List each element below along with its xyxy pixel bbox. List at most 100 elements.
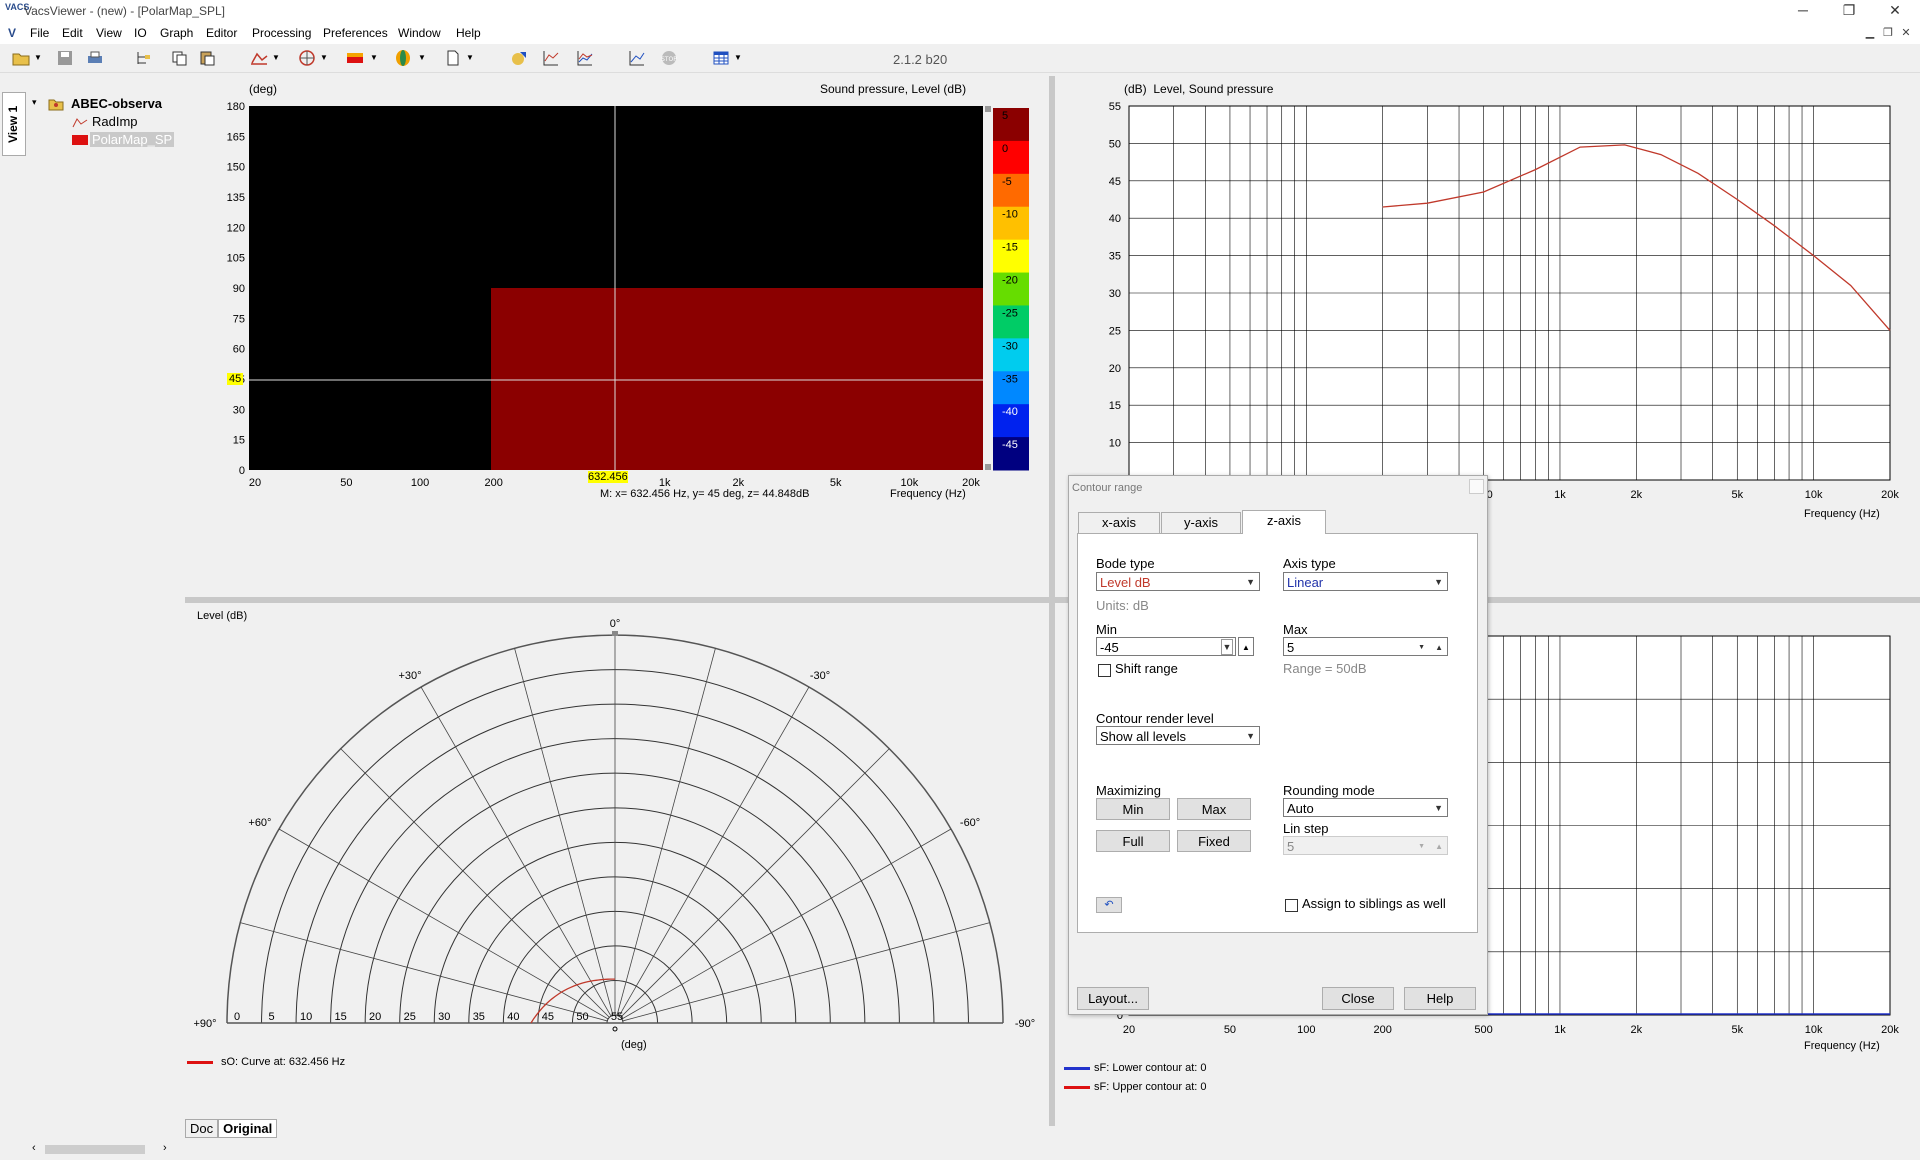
chart-xlabel: Frequency (Hz) (1804, 508, 1880, 520)
close-window-button[interactable]: ✕ (1889, 2, 1901, 18)
layout-button[interactable]: Layout... (1077, 987, 1149, 1010)
rounding-mode-select[interactable]: Auto ▼ (1283, 798, 1448, 817)
collapse-icon[interactable]: ▾ (32, 97, 37, 107)
graph-icon[interactable] (576, 49, 594, 67)
render-level-select[interactable]: Show all levels ▼ (1096, 726, 1260, 745)
tree-item-radimp[interactable]: RadImp (92, 114, 138, 129)
shift-range-checkbox[interactable] (1098, 664, 1111, 677)
lower-chart-xlabel: Frequency (Hz) (1804, 1040, 1880, 1052)
axis-type-select[interactable]: Linear ▼ (1283, 572, 1448, 591)
min-input[interactable]: -45 ▼ (1096, 637, 1236, 656)
mdi-restore-icon[interactable]: ❐ (1883, 27, 1893, 39)
min-stepper-up-icon[interactable]: ▲ (1238, 637, 1254, 656)
tab-z-axis[interactable]: z-axis (1242, 510, 1326, 534)
dialog-close-icon[interactable] (1469, 479, 1484, 494)
open-folder-icon[interactable] (12, 49, 30, 67)
paste-icon[interactable] (198, 49, 216, 67)
processing-icon[interactable] (510, 49, 528, 67)
assign-siblings-checkbox[interactable] (1285, 899, 1298, 912)
level-chart-svg[interactable]: 555045403530252015105001k2k5k10k20k (1064, 80, 1920, 530)
dropdown-icon[interactable]: ▼ (320, 53, 328, 62)
view-tab[interactable]: View 1 (2, 92, 26, 156)
dropdown-icon[interactable]: ▼ (466, 53, 474, 62)
max-input[interactable]: 5 ▼ ▲ (1283, 637, 1448, 656)
scroll-thumb[interactable] (45, 1145, 145, 1154)
vertical-splitter[interactable] (1049, 76, 1055, 1126)
colorbar-label: -45 (1002, 439, 1018, 451)
plot-corner-handle[interactable] (985, 464, 991, 470)
menu-edit[interactable]: Edit (62, 26, 83, 40)
menu-editor[interactable]: Editor (206, 26, 238, 40)
scroll-right-icon[interactable]: › (163, 1142, 167, 1154)
yscale-icon[interactable] (542, 49, 560, 67)
mdi-minimize-icon[interactable]: ▁ (1865, 27, 1875, 39)
bode-type-select[interactable]: Level dB ▼ (1096, 572, 1260, 591)
stepper-up-icon[interactable]: ▲ (1435, 643, 1443, 652)
dropdown-arrow-icon[interactable]: ▼ (1418, 644, 1425, 651)
chart-y-tick: 40 (1109, 213, 1121, 225)
copy-icon[interactable] (170, 49, 188, 67)
polar-map-y-tick: 180 (227, 101, 245, 113)
tree-item-polarmap[interactable]: PolarMap_SP (90, 132, 175, 147)
polar-map-svg[interactable]: 1801651501351201059075604530150 20501002… (185, 80, 1055, 520)
export-graph-icon[interactable] (628, 49, 646, 67)
lower-legend-2: sF: Upper contour at: 0 (1094, 1081, 1207, 1093)
dropdown-icon[interactable]: ▼ (370, 53, 378, 62)
undo-icon[interactable]: ↶ (1096, 897, 1122, 913)
close-button[interactable]: Close (1322, 987, 1394, 1010)
polar-plot-svg[interactable]: 0°+30° -30°+60° -60°+90° -90°55504540353025… (185, 605, 1045, 1085)
horizontal-scrollbar[interactable]: ‹ › (30, 1142, 170, 1157)
menu-processing[interactable]: Processing (252, 26, 312, 40)
dropdown-icon[interactable]: ▼ (734, 53, 742, 62)
curve-graph-icon[interactable] (250, 49, 268, 67)
contour-map-icon[interactable] (346, 49, 364, 67)
tab-doc[interactable]: Doc (185, 1119, 219, 1138)
restore-button[interactable]: ❐ (1842, 2, 1856, 18)
fixed-button[interactable]: Fixed (1177, 830, 1251, 852)
dropdown-icon[interactable]: ▼ (272, 53, 280, 62)
maximize-max-button[interactable]: Max (1177, 798, 1251, 820)
polar-graph-icon[interactable] (298, 49, 316, 67)
tab-x-axis[interactable]: x-axis (1078, 512, 1160, 535)
minimize-button[interactable]: ─ (1798, 2, 1808, 18)
tree-root[interactable]: ABEC-observa (71, 96, 163, 111)
chart-y-tick: 55 (1109, 101, 1121, 113)
tree-icon[interactable] (134, 49, 152, 67)
menu-help[interactable]: Help (456, 26, 481, 40)
dropdown-icon[interactable]: ▼ (34, 53, 42, 62)
print-icon[interactable] (86, 49, 104, 67)
polar-map-y-tick: 120 (227, 222, 245, 234)
full-button[interactable]: Full (1096, 830, 1170, 852)
polar-radial-tick: 15 (335, 1011, 347, 1023)
dropdown-icon[interactable]: ▼ (418, 53, 426, 62)
chevron-down-icon: ▼ (1434, 577, 1443, 587)
scroll-left-icon[interactable]: ‹ (32, 1142, 36, 1154)
menu-graph[interactable]: Graph (160, 26, 194, 40)
plot-corner-handle[interactable] (985, 106, 991, 112)
help-button[interactable]: Help (1404, 987, 1476, 1010)
maximize-min-button[interactable]: Min (1096, 798, 1170, 820)
menu-view[interactable]: View (96, 26, 122, 40)
table-icon[interactable] (712, 49, 730, 67)
balloon-icon[interactable] (394, 49, 412, 67)
polar-spoke (618, 686, 810, 1017)
dropdown-arrow-icon[interactable]: ▼ (1221, 639, 1233, 655)
menu-file[interactable]: File (30, 26, 50, 40)
menu-preferences[interactable]: Preferences (323, 26, 388, 40)
menu-window[interactable]: Window (398, 26, 441, 40)
polar-spoke (340, 748, 610, 1018)
colorbar-band (993, 371, 1029, 405)
polar-map-y-tick: 90 (233, 283, 245, 295)
menu-io[interactable]: IO (134, 26, 147, 40)
lin-step-label: Lin step (1283, 821, 1329, 836)
min-label: Min (1096, 622, 1117, 637)
polar-spoke (616, 648, 716, 1016)
cursor-y-badge: 45 (227, 373, 244, 385)
tab-original[interactable]: Original (218, 1119, 278, 1138)
stop-icon[interactable]: STOP (660, 49, 678, 67)
lin-step-input[interactable]: 5 ▼ ▲ (1283, 836, 1448, 855)
tab-y-axis[interactable]: y-axis (1161, 512, 1241, 535)
mdi-close-icon[interactable]: ✕ (1901, 27, 1911, 39)
save-icon[interactable] (56, 49, 74, 67)
new-document-icon[interactable] (444, 49, 462, 67)
